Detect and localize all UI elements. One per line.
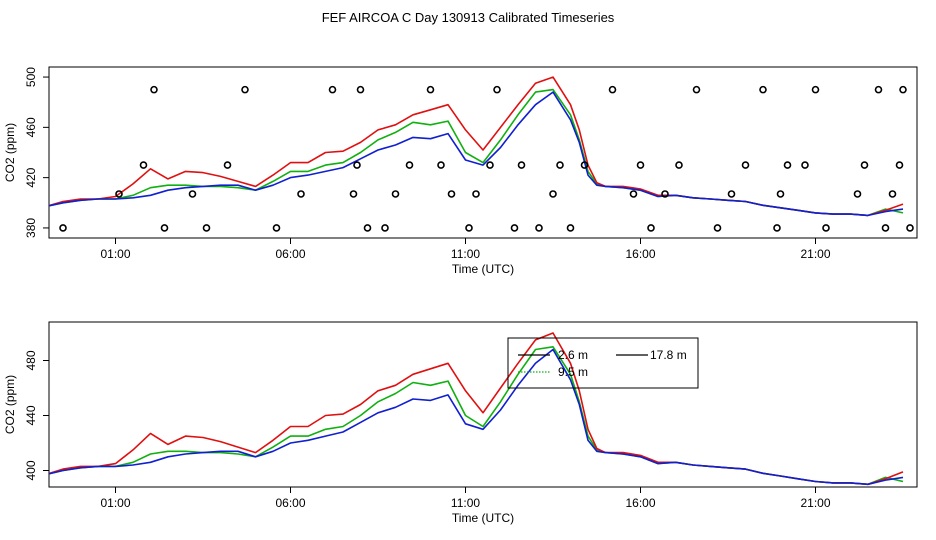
x-tick-label-top: 21:00 [800,247,830,261]
data-point-marker [241,85,249,94]
data-point-marker [517,161,526,169]
data-point-marker [566,224,575,232]
data-point-marker [139,161,148,169]
y-tick-label-bottom: 440 [24,405,38,425]
chart-title: FEF AIRCOA C Day 130913 Calibrated Times… [322,10,615,25]
data-point-marker [363,224,372,232]
data-point-marker [297,190,305,198]
x-tick-label-bottom: 11:00 [451,496,480,510]
legend-label-2-6-m: 2.6 m [558,348,588,362]
series-line-17-8-m [49,348,904,486]
data-point-marker [895,161,904,169]
data-point-marker [783,161,792,169]
series-group-top [49,76,904,217]
data-point-marker [391,190,400,198]
data-point-marker [59,224,67,232]
series-line-2-6-m [49,76,904,217]
panel-top: 01:00 06:00 11:00 16:00 21:00 Time (UTC) 380 42… [3,66,918,276]
data-point-marker [580,161,589,169]
series-group-bottom [49,332,904,486]
x-tick-label-bottom: 16:00 [625,496,655,510]
data-point-marker [447,190,456,198]
data-point-marker [888,190,897,198]
data-point-marker [535,224,543,232]
data-point-marker [801,161,809,169]
legend-label-17-8-m: 17.8 m [650,348,687,362]
x-tick-label-bottom: 06:00 [275,496,305,510]
data-point-marker [881,224,890,232]
data-point-marker [629,190,638,198]
data-point-marker [874,85,883,94]
data-point-marker [150,85,158,94]
x-tick-label-bottom: 01:00 [100,496,130,510]
data-point-marker [899,85,907,94]
panel-bottom: 01:00 06:00 11:00 16:00 21:00 Time (UTC) 400 44… [3,321,918,525]
data-point-marker [636,161,645,169]
data-point-marker [353,161,361,169]
data-point-marker [906,224,914,232]
data-point-marker [356,85,365,94]
data-point-marker [437,161,445,169]
data-point-marker [759,85,767,94]
data-point-marker [188,190,197,198]
x-tick-label-top: 06:00 [275,247,305,261]
y-axis-label-top: CO2 (ppm) [3,123,17,182]
series-line-9-5-m [49,345,904,486]
series-line-17-8-m [49,91,904,217]
data-point-marker [549,190,557,198]
x-axis-label-top: Time (UTC) [452,262,514,276]
data-point-marker [556,161,564,169]
data-point-marker [272,224,281,232]
data-point-marker [202,224,211,232]
data-point-marker [776,190,785,198]
data-point-marker [160,224,169,232]
data-point-marker [741,161,750,169]
data-point-marker [493,85,501,94]
x-tick-label-top: 01:00 [100,247,130,261]
data-point-marker [692,85,701,94]
data-point-marker [727,190,736,198]
data-point-marker [223,161,232,169]
legend-box [507,337,699,389]
x-tick-label-top: 11:00 [451,247,480,261]
y-tick-label-top: 380 [24,218,38,238]
data-point-marker [860,161,869,169]
data-point-marker [486,161,494,169]
x-axis-label-bottom: Time (UTC) [452,511,514,525]
plot-frame-top [48,66,918,239]
data-point-marker [675,161,683,169]
y-tick-label-top: 420 [24,167,38,187]
x-tick-label-top: 16:00 [625,247,655,261]
data-point-marker [608,85,617,94]
x-tick-label-bottom: 21:00 [800,496,830,510]
data-point-marker [349,190,358,198]
data-point-marker [426,85,435,94]
data-point-marker [661,190,669,198]
data-point-marker [381,224,389,232]
data-point-marker [811,85,820,94]
data-point-marker [822,224,830,232]
data-point-marker [405,161,414,169]
data-point-marker [472,190,480,198]
data-point-marker [465,224,473,232]
series-line-2-6-m [49,332,904,486]
y-tick-label-top: 460 [24,117,38,137]
data-point-marker [510,224,519,232]
data-point-marker [853,190,862,198]
data-point-marker [773,224,781,232]
y-axis-label-bottom: CO2 (ppm) [3,375,17,434]
data-point-marker [115,190,123,198]
y-tick-label-bottom: 480 [24,350,38,370]
plot-frame-bottom [48,321,918,488]
y-tick-label-top: 500 [24,67,38,87]
data-point-marker [647,224,655,232]
data-point-marker [713,224,722,232]
legend-label-9-5-m: 9.5 m [558,365,588,379]
data-point-marker [328,85,337,94]
y-tick-label-bottom: 400 [24,460,38,480]
